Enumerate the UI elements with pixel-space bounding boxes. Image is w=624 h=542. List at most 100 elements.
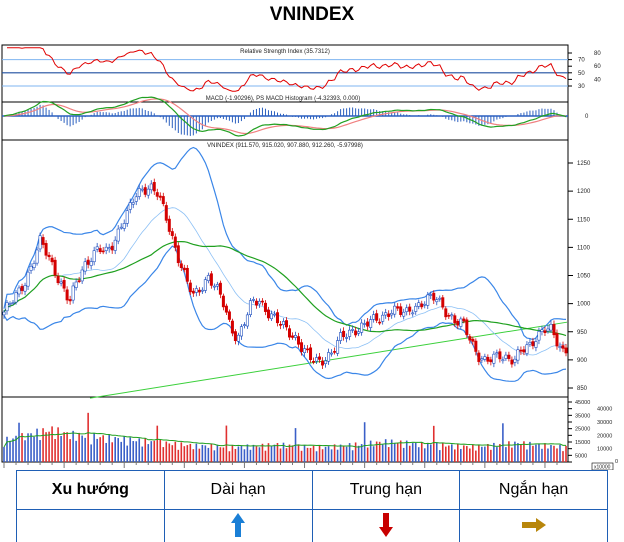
candle-body bbox=[447, 315, 451, 317]
candle-body bbox=[396, 306, 400, 309]
rsi-line bbox=[7, 47, 567, 92]
price-tick-label: 900 bbox=[577, 358, 588, 364]
candle-body bbox=[95, 246, 99, 250]
candle-body bbox=[300, 342, 304, 352]
candle-body bbox=[291, 335, 295, 338]
price-tick-label: 850 bbox=[577, 386, 588, 392]
candle-body bbox=[191, 290, 195, 294]
volume-tick-label: 30000 bbox=[597, 420, 612, 426]
candle-body bbox=[71, 285, 75, 301]
candle-body bbox=[227, 311, 231, 320]
volume-tick-label: 5000 bbox=[575, 453, 587, 459]
candle-body bbox=[119, 226, 123, 229]
candle-body bbox=[8, 303, 12, 305]
candle-body bbox=[209, 273, 213, 286]
candle-body bbox=[345, 337, 349, 339]
long-term-cell bbox=[163, 509, 313, 542]
rsi-tick-label: 30 bbox=[578, 84, 585, 90]
candle-body bbox=[465, 319, 469, 336]
candle-body bbox=[459, 318, 463, 327]
candle-body bbox=[107, 247, 111, 250]
candle-body bbox=[303, 348, 307, 353]
candle-body bbox=[29, 265, 33, 271]
candle-body bbox=[324, 360, 328, 364]
candle-body bbox=[161, 196, 165, 205]
candle-body bbox=[381, 314, 385, 322]
candle-body bbox=[366, 321, 370, 327]
candle-body bbox=[5, 302, 9, 312]
candle-body bbox=[272, 313, 276, 316]
candle-body bbox=[405, 307, 409, 312]
bollinger-upper bbox=[3, 146, 567, 341]
price-tick-label: 1100 bbox=[577, 245, 591, 251]
volume-tick-label: 40000 bbox=[597, 407, 612, 413]
candle-body bbox=[288, 328, 292, 338]
candle-body bbox=[128, 202, 132, 210]
candle-body bbox=[483, 356, 487, 360]
candle-body bbox=[248, 300, 252, 315]
price-tick-label: 1050 bbox=[577, 274, 591, 280]
header-mid-term: Trung hạn bbox=[311, 470, 461, 510]
candle-body bbox=[390, 312, 394, 316]
candle-body bbox=[522, 349, 526, 353]
candle-body bbox=[230, 320, 234, 334]
price-tick-label: 1000 bbox=[577, 302, 591, 308]
bollinger-middle bbox=[3, 207, 567, 356]
candle-body bbox=[375, 313, 379, 321]
arrow-up-icon bbox=[231, 513, 246, 537]
candle-body bbox=[471, 338, 475, 342]
candle-body bbox=[197, 289, 201, 293]
candle-body bbox=[86, 259, 90, 265]
candle-body bbox=[263, 302, 267, 312]
candle-body bbox=[266, 309, 270, 319]
candle-body bbox=[137, 188, 141, 197]
candle-body bbox=[242, 324, 246, 326]
candle-body bbox=[336, 340, 340, 354]
rsi-tick-label: 70 bbox=[578, 58, 585, 64]
candle-body bbox=[245, 314, 249, 327]
volume-ma-line bbox=[3, 432, 567, 448]
candle-body bbox=[218, 282, 222, 295]
candle-body bbox=[531, 341, 535, 347]
price-tick-label: 950 bbox=[577, 330, 588, 336]
candle-body bbox=[224, 305, 228, 313]
short-term-cell bbox=[459, 509, 608, 542]
candle-body bbox=[143, 187, 147, 195]
candle-body bbox=[236, 334, 240, 342]
candle-body bbox=[540, 329, 544, 332]
price-tick-label: 1200 bbox=[577, 189, 591, 195]
candle-body bbox=[77, 280, 81, 282]
candle-body bbox=[456, 320, 460, 326]
candle-body bbox=[92, 250, 96, 263]
candle-body bbox=[260, 300, 264, 303]
arrow-right-icon bbox=[521, 518, 546, 532]
candle-body bbox=[330, 352, 334, 355]
candle-body bbox=[74, 281, 78, 288]
candle-body bbox=[41, 237, 45, 245]
trend-empty-cell bbox=[16, 509, 165, 542]
candle-body bbox=[327, 352, 331, 362]
header-short-term: Ngắn hạn bbox=[459, 470, 608, 510]
candle-body bbox=[131, 202, 135, 205]
candle-body bbox=[80, 269, 84, 282]
price-title: VNINDEX (911.570, 915.020, 907.880, 912.… bbox=[207, 143, 363, 149]
volume-tick-label: 10000 bbox=[597, 447, 612, 453]
candle-body bbox=[173, 236, 177, 248]
rsi-title: Relative Strength Index (35.7312) bbox=[240, 49, 330, 55]
candle-body bbox=[453, 315, 457, 324]
moving-average-line bbox=[3, 240, 567, 337]
bollinger-lower bbox=[3, 245, 567, 382]
stock-chart: Relative Strength Index (35.7312) 30 40 50 6… bbox=[1, 44, 618, 470]
rsi-tick-label: 60 bbox=[594, 64, 601, 70]
candle-body bbox=[369, 319, 373, 328]
candle-body bbox=[402, 311, 406, 317]
volume-tick-label: 35000 bbox=[575, 413, 590, 419]
candle-body bbox=[221, 295, 225, 308]
candle-body bbox=[339, 332, 343, 341]
candle-body bbox=[513, 358, 517, 363]
candle-body bbox=[47, 254, 51, 258]
candle-body bbox=[351, 329, 355, 331]
candle-body bbox=[257, 300, 261, 305]
candle-body bbox=[504, 354, 508, 359]
candle-body bbox=[552, 324, 556, 336]
